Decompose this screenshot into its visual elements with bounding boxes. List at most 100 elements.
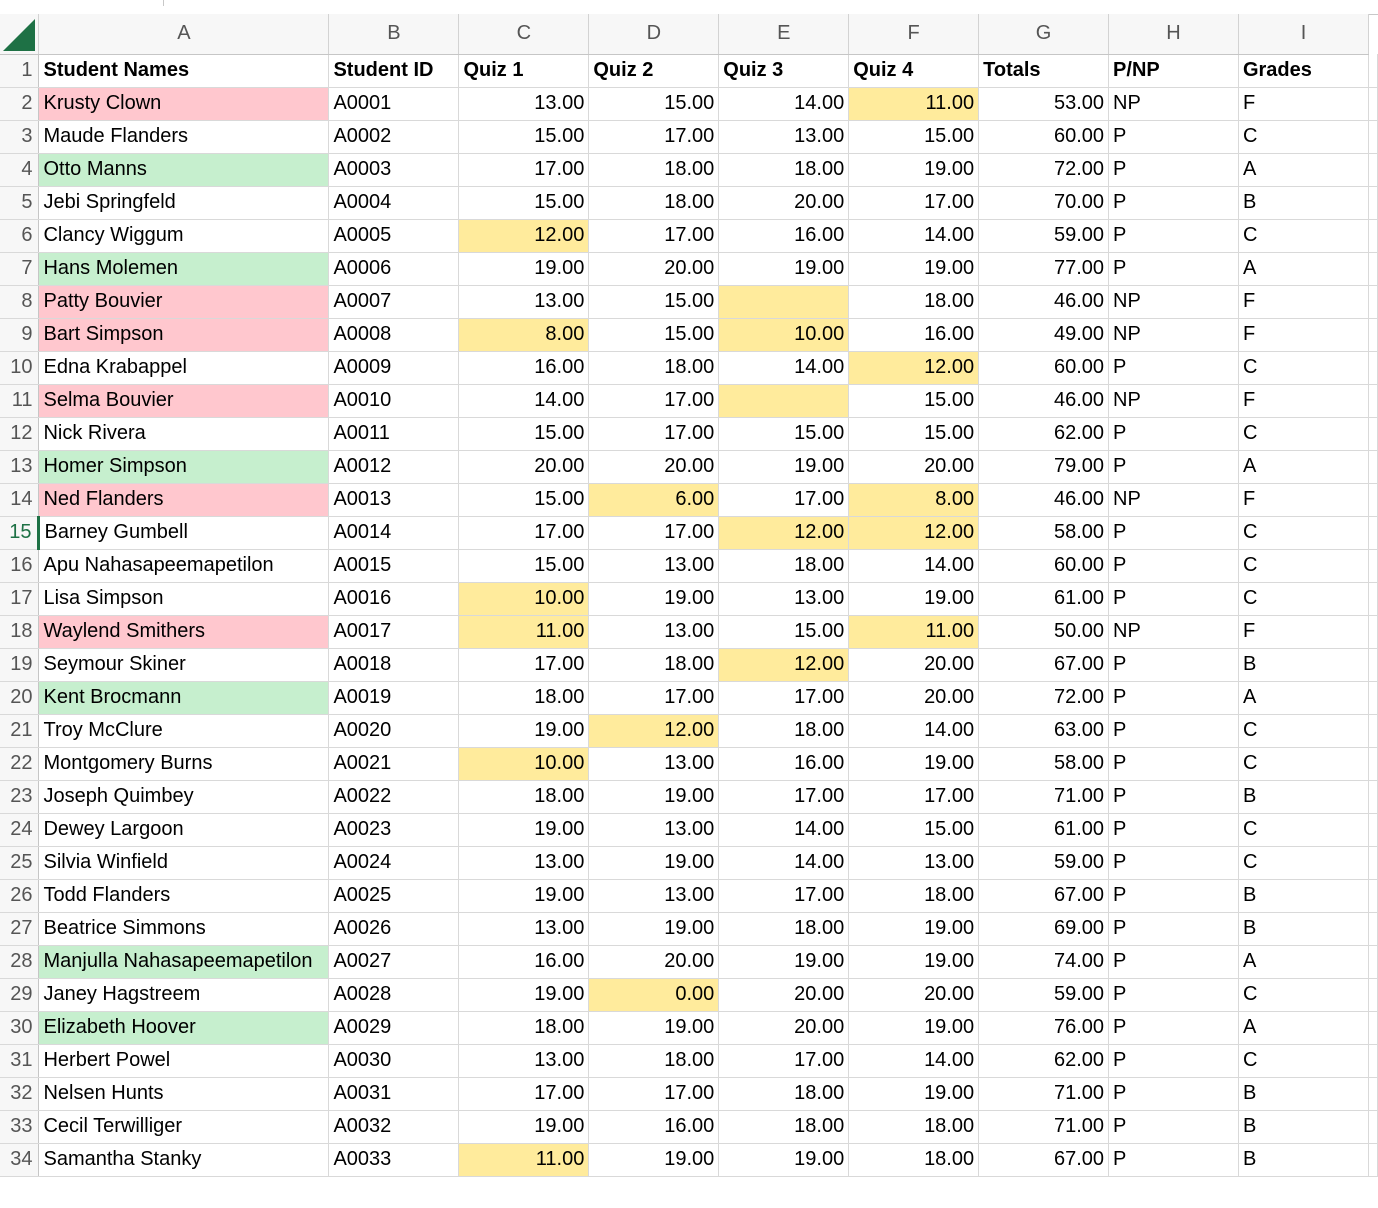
student-id-cell[interactable]: A0007 <box>328 285 460 319</box>
pnp-cell[interactable]: P <box>1108 879 1239 913</box>
student-id-cell[interactable]: A0009 <box>328 351 460 385</box>
pnp-cell[interactable]: P <box>1108 153 1239 187</box>
row-header[interactable]: 30 <box>0 1011 40 1045</box>
quiz-2-cell[interactable]: 18.00 <box>588 648 720 682</box>
pnp-cell[interactable]: P <box>1108 252 1239 286</box>
student-id-cell[interactable]: A0003 <box>328 153 460 187</box>
totals-cell[interactable]: 58.00 <box>978 747 1110 781</box>
empty-cell[interactable] <box>1368 219 1378 253</box>
pnp-cell[interactable]: P <box>1108 1011 1239 1045</box>
header-cell[interactable]: Quiz 4 <box>848 54 980 88</box>
grade-cell[interactable]: C <box>1238 978 1370 1012</box>
student-name-cell[interactable]: Samantha Stanky <box>38 1143 330 1177</box>
quiz-4-cell[interactable]: 17.00 <box>848 186 980 220</box>
row-header[interactable]: 19 <box>0 648 40 682</box>
grade-cell[interactable]: B <box>1238 1077 1370 1111</box>
quiz-2-cell[interactable]: 19.00 <box>588 582 720 616</box>
grade-cell[interactable]: B <box>1238 186 1370 220</box>
quiz-3-cell[interactable]: 17.00 <box>718 681 850 715</box>
pnp-cell[interactable]: P <box>1108 450 1239 484</box>
quiz-2-cell[interactable]: 15.00 <box>588 87 720 121</box>
empty-cell[interactable] <box>1368 252 1378 286</box>
student-name-cell[interactable]: Lisa Simpson <box>38 582 330 616</box>
totals-cell[interactable]: 59.00 <box>978 978 1110 1012</box>
header-cell[interactable]: Totals <box>978 54 1110 88</box>
pnp-cell[interactable]: P <box>1108 945 1239 979</box>
row-header[interactable]: 7 <box>0 252 40 286</box>
quiz-1-cell[interactable]: 17.00 <box>458 648 590 682</box>
grade-cell[interactable]: A <box>1238 252 1370 286</box>
student-id-cell[interactable]: A0032 <box>328 1110 460 1144</box>
quiz-1-cell[interactable]: 14.00 <box>458 384 590 418</box>
quiz-3-cell[interactable]: 20.00 <box>718 186 850 220</box>
quiz-2-cell[interactable]: 16.00 <box>588 1110 720 1144</box>
student-id-cell[interactable]: A0017 <box>328 615 460 649</box>
quiz-2-cell[interactable]: 18.00 <box>588 186 720 220</box>
quiz-3-cell[interactable]: 15.00 <box>718 417 850 451</box>
student-id-cell[interactable]: A0005 <box>328 219 460 253</box>
quiz-4-cell[interactable]: 19.00 <box>848 945 980 979</box>
student-id-cell[interactable]: A0033 <box>328 1143 460 1177</box>
quiz-4-cell[interactable]: 20.00 <box>848 450 980 484</box>
quiz-2-cell[interactable]: 13.00 <box>588 879 720 913</box>
quiz-4-cell[interactable]: 12.00 <box>848 351 980 385</box>
student-id-cell[interactable]: A0027 <box>328 945 460 979</box>
quiz-1-cell[interactable]: 19.00 <box>458 879 590 913</box>
pnp-cell[interactable]: NP <box>1108 285 1239 319</box>
grade-cell[interactable]: F <box>1238 87 1370 121</box>
student-name-cell[interactable]: Ned Flanders <box>38 483 330 517</box>
quiz-1-cell[interactable]: 10.00 <box>458 582 590 616</box>
pnp-cell[interactable]: P <box>1108 1077 1239 1111</box>
quiz-4-cell[interactable]: 15.00 <box>848 384 980 418</box>
student-id-cell[interactable]: A0002 <box>328 120 460 154</box>
quiz-1-cell[interactable]: 13.00 <box>458 285 590 319</box>
quiz-3-cell[interactable] <box>718 384 850 418</box>
quiz-3-cell[interactable] <box>718 285 850 319</box>
student-id-cell[interactable]: A0008 <box>328 318 460 352</box>
quiz-4-cell[interactable]: 14.00 <box>848 1044 980 1078</box>
student-id-cell[interactable]: A0018 <box>328 648 460 682</box>
pnp-cell[interactable]: P <box>1108 516 1239 550</box>
student-name-cell[interactable]: Waylend Smithers <box>38 615 330 649</box>
empty-cell[interactable] <box>1368 912 1378 946</box>
empty-cell[interactable] <box>1368 1044 1378 1078</box>
quiz-1-cell[interactable]: 19.00 <box>458 1110 590 1144</box>
grade-cell[interactable]: B <box>1238 879 1370 913</box>
empty-cell[interactable] <box>1368 153 1378 187</box>
pnp-cell[interactable]: P <box>1108 1044 1239 1078</box>
quiz-3-cell[interactable]: 20.00 <box>718 1011 850 1045</box>
pnp-cell[interactable]: P <box>1108 714 1239 748</box>
quiz-1-cell[interactable]: 13.00 <box>458 846 590 880</box>
row-header[interactable]: 24 <box>0 813 40 847</box>
quiz-4-cell[interactable]: 20.00 <box>848 681 980 715</box>
quiz-3-cell[interactable]: 14.00 <box>718 351 850 385</box>
empty-cell[interactable] <box>1368 450 1378 484</box>
quiz-1-cell[interactable]: 16.00 <box>458 945 590 979</box>
student-name-cell[interactable]: Krusty Clown <box>38 87 330 121</box>
grade-cell[interactable]: C <box>1238 747 1370 781</box>
quiz-2-cell[interactable]: 18.00 <box>588 1044 720 1078</box>
quiz-1-cell[interactable]: 10.00 <box>458 747 590 781</box>
grade-cell[interactable]: A <box>1238 450 1370 484</box>
row-header[interactable]: 18 <box>0 615 40 649</box>
pnp-cell[interactable]: P <box>1108 1143 1239 1177</box>
quiz-3-cell[interactable]: 16.00 <box>718 747 850 781</box>
student-id-cell[interactable]: A0030 <box>328 1044 460 1078</box>
quiz-2-cell[interactable]: 17.00 <box>588 516 720 550</box>
column-header-h[interactable]: H <box>1108 14 1239 55</box>
pnp-cell[interactable]: P <box>1108 846 1239 880</box>
student-id-cell[interactable]: A0011 <box>328 417 460 451</box>
student-name-cell[interactable]: Montgomery Burns <box>38 747 330 781</box>
totals-cell[interactable]: 62.00 <box>978 417 1110 451</box>
empty-cell[interactable] <box>1368 120 1378 154</box>
row-header[interactable]: 27 <box>0 912 40 946</box>
grade-cell[interactable]: F <box>1238 318 1370 352</box>
column-header-c[interactable]: C <box>458 14 590 55</box>
empty-cell[interactable] <box>1368 54 1378 88</box>
grade-cell[interactable]: B <box>1238 912 1370 946</box>
quiz-2-cell[interactable]: 20.00 <box>588 450 720 484</box>
quiz-3-cell[interactable]: 19.00 <box>718 252 850 286</box>
pnp-cell[interactable]: P <box>1108 549 1239 583</box>
pnp-cell[interactable]: P <box>1108 813 1239 847</box>
quiz-3-cell[interactable]: 14.00 <box>718 87 850 121</box>
